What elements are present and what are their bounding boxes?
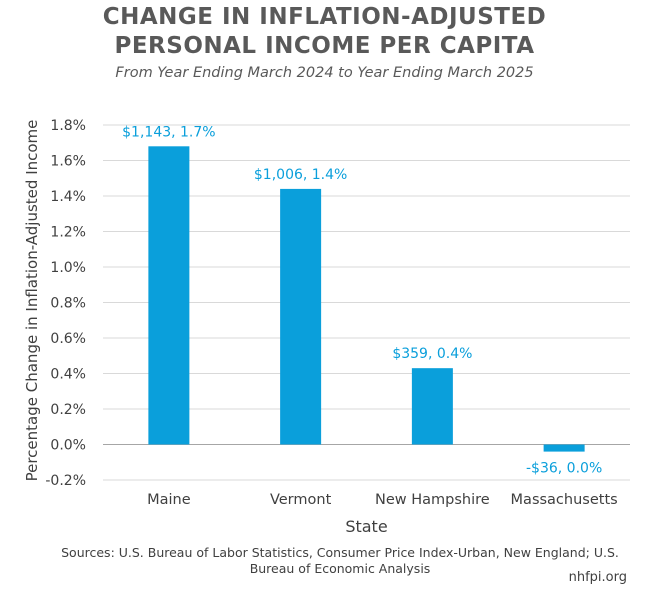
source-note: Sources: U.S. Bureau of Labor Statistics… [61, 545, 619, 576]
y-tick-label: 1.4% [50, 189, 86, 205]
x-tick-label: Vermont [270, 492, 332, 508]
y-tick-label: -0.2% [45, 473, 86, 489]
y-tick-label: 0.2% [50, 402, 86, 418]
y-tick-label: 0.6% [50, 331, 86, 347]
x-tick-label: Maine [147, 492, 191, 508]
x-tick-label: New Hampshire [375, 492, 490, 508]
data-label: $1,143, 1.7% [122, 124, 215, 140]
x-axis-title: State [345, 517, 387, 536]
bar [543, 444, 585, 452]
y-axis-title: Percentage Change in Inflation-Adjusted … [23, 120, 41, 482]
site-credit: nhfpi.org [568, 570, 627, 585]
y-tick-label: 1.2% [50, 225, 86, 241]
bar [148, 146, 190, 445]
x-tick-label: Massachusetts [511, 492, 618, 508]
bar [280, 188, 322, 445]
y-tick-label: 1.6% [50, 154, 86, 170]
chart-title-line-1: CHANGE IN INFLATION-ADJUSTED [102, 4, 547, 30]
data-label: -$36, 0.0% [526, 461, 602, 477]
bar [411, 368, 453, 445]
y-tick-label: 0.4% [50, 367, 86, 383]
data-label: $1,006, 1.4% [254, 167, 347, 183]
y-tick-label: 0.0% [50, 438, 86, 454]
y-tick-label: 1.0% [50, 260, 86, 276]
chart-title-line-2: PERSONAL INCOME PER CAPITA [114, 33, 535, 59]
chart-subtitle: From Year Ending March 2024 to Year Endi… [115, 65, 534, 81]
y-tick-label: 0.8% [50, 296, 86, 312]
y-tick-label: 1.8% [50, 118, 86, 134]
data-label: $359, 0.4% [392, 346, 472, 362]
